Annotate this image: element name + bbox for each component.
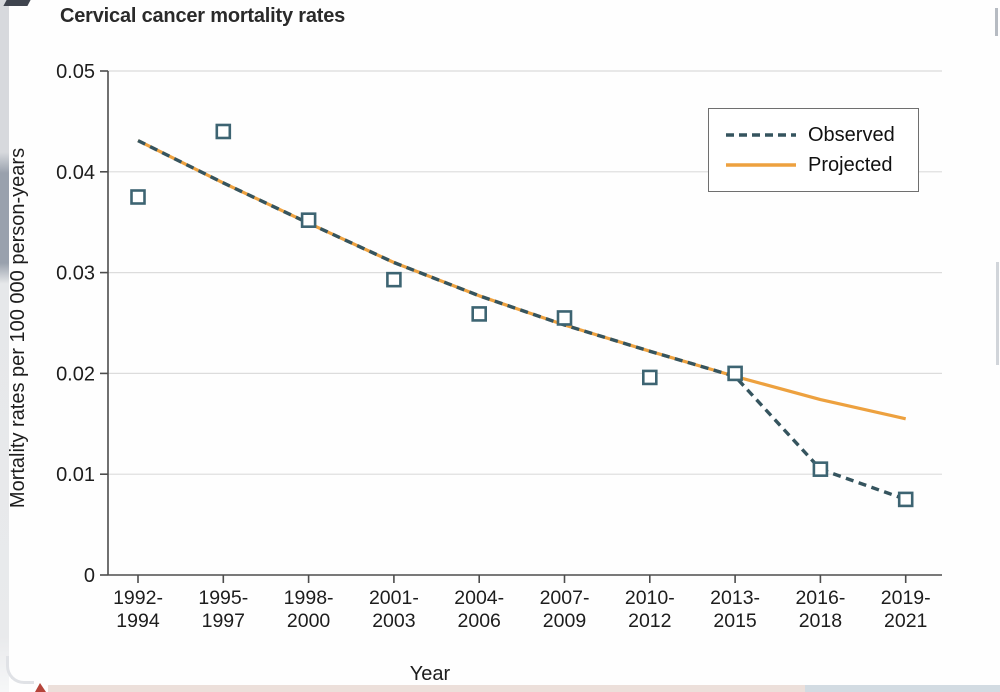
scan-strip-bottom-pink (48, 685, 805, 692)
data-point-marker (812, 461, 829, 477)
y-tick-label: 0 (84, 565, 95, 587)
x-tick-label: 1992-1994 (113, 587, 163, 632)
data-point-marker (215, 123, 232, 140)
chart-title: Cervical cancer mortality rates (60, 5, 346, 27)
data-point-marker (471, 306, 488, 322)
data-point-marker (300, 212, 317, 228)
x-tick-label: 2013-2015 (710, 587, 760, 632)
x-tick-label: 1995-1997 (198, 587, 248, 632)
page-corner-bottom-left (6, 656, 34, 684)
dashed-line-swatch-icon (726, 133, 796, 137)
data-point-marker (386, 271, 402, 288)
page-edge-left (0, 0, 9, 692)
legend-row-projected: Projected (724, 154, 918, 177)
x-tick-label: 2004-2006 (454, 587, 504, 632)
x-tick-label: 2001-2003 (369, 587, 419, 632)
x-tick-label: 2016-2018 (795, 587, 845, 632)
scan-strip-bottom-blue (805, 685, 1000, 692)
data-point-marker (641, 369, 658, 386)
x-tick-label: 2019-2021 (881, 587, 931, 632)
chart-legend: Observed Projected (708, 108, 919, 192)
data-point-marker (556, 310, 573, 326)
y-tick-label: 0.05 (56, 61, 95, 83)
observed-line (137, 139, 907, 502)
solid-line-swatch-icon (726, 163, 796, 167)
scan-artifact-right-top (995, 8, 998, 36)
legend-row-observed: Observed (724, 124, 918, 147)
y-tick-label: 0.03 (56, 263, 95, 285)
data-point-marker (130, 189, 146, 205)
legend-label-projected: Projected (808, 153, 893, 176)
x-tick-label: 2007-2009 (540, 587, 590, 632)
x-tick-label: 2010-2012 (625, 587, 675, 632)
legend-label-observed: Observed (808, 123, 895, 146)
y-axis-title: Mortality rates per 100 000 person-years (7, 148, 29, 508)
y-tick-label: 0.04 (56, 162, 95, 184)
scan-artifact-right-mid (996, 262, 999, 365)
y-tick-label: 0.02 (56, 363, 95, 385)
data-point-marker (897, 491, 914, 508)
x-tick-label: 1998-2000 (284, 587, 334, 632)
data-point-marker (727, 365, 743, 382)
y-tick-label: 0.01 (56, 464, 95, 486)
red-corner-mark (35, 683, 46, 692)
x-axis-title: Year (410, 663, 451, 685)
